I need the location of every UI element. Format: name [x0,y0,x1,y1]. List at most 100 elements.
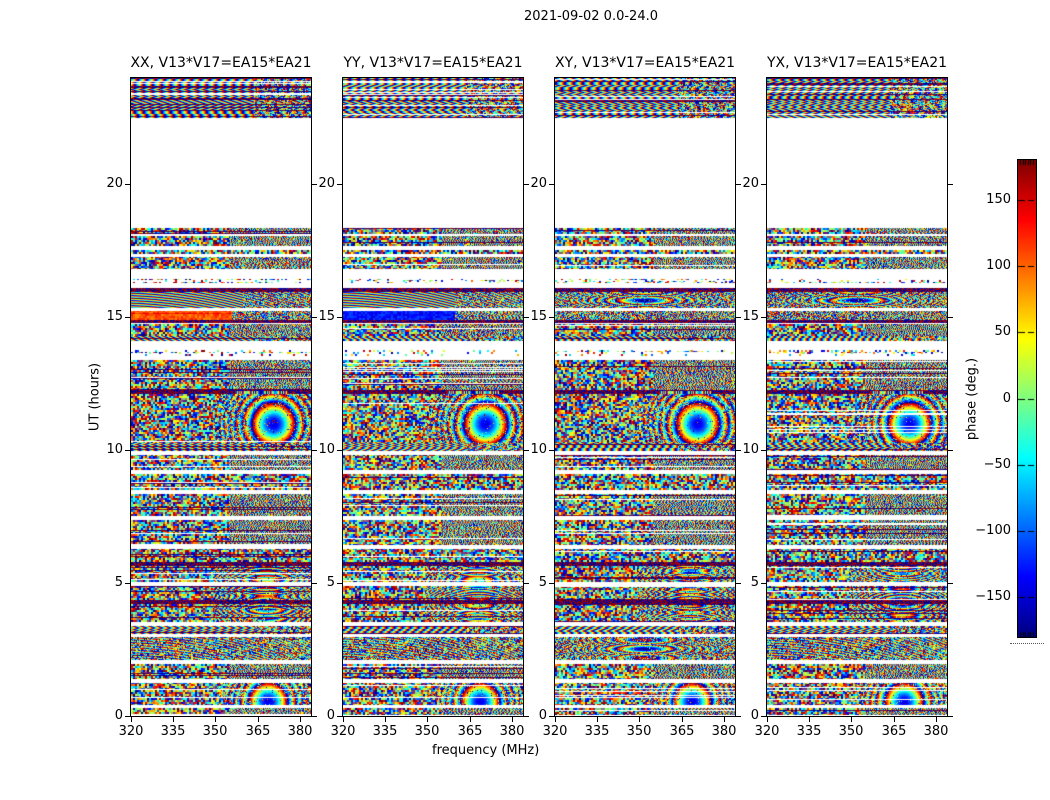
x-tick-label: 320 [542,724,568,739]
y-tick-mark [736,317,741,318]
y-tick-mark [337,450,342,451]
x-tick-mark [512,717,513,722]
y-tick-mark [524,450,529,451]
x-tick-mark [385,717,386,722]
y-tick-label: 10 [742,442,759,457]
y-tick-mark [761,184,766,185]
y-tick-label: 5 [326,575,335,590]
x-tick-label: 335 [160,724,186,739]
y-tick-label: 0 [538,708,547,723]
y-tick-label: 15 [742,309,759,324]
x-tick-mark [724,717,725,722]
y-tick-mark [736,583,741,584]
y-tick-mark [736,450,741,451]
y-tick-label: 20 [106,176,123,191]
y-tick-mark [948,716,953,717]
colorbar-tick-label: −50 [983,457,1011,472]
y-tick-mark [524,583,529,584]
panel-title: YY, V13*V17=EA15*EA21 [343,55,523,71]
y-tick-mark [948,317,953,318]
y-tick-mark [549,317,554,318]
x-tick-label: 350 [626,724,652,739]
y-tick-mark [312,317,317,318]
y-tick-mark [761,716,766,717]
x-tick-label: 350 [202,724,228,739]
heatmap-canvas-yx [767,78,947,716]
x-tick-label: 365 [457,724,483,739]
y-tick-mark [337,317,342,318]
y-tick-label: 5 [750,575,759,590]
x-tick-label: 380 [499,724,525,739]
y-tick-mark [549,583,554,584]
y-tick-mark [549,450,554,451]
colorbar-tick-label: −150 [975,589,1011,604]
y-tick-label: 5 [538,575,547,590]
x-tick-label: 320 [118,724,144,739]
y-tick-mark [337,716,342,717]
y-tick-mark [736,184,741,185]
y-tick-mark [125,716,130,717]
x-tick-label: 320 [754,724,780,739]
y-tick-label: 10 [318,442,335,457]
x-tick-label: 335 [584,724,610,739]
y-tick-mark [761,450,766,451]
x-axis-label: frequency (MHz) [432,743,540,758]
x-tick-mark [131,717,132,722]
y-tick-mark [524,184,529,185]
colorbar-tick-label: 0 [1002,391,1011,406]
colorbar-tick-label: 50 [994,324,1011,339]
figure-title: 2021-09-02 0.0-24.0 [524,9,658,24]
x-tick-mark [343,717,344,722]
y-tick-mark [312,583,317,584]
x-tick-label: 365 [881,724,907,739]
x-tick-mark [597,717,598,722]
y-tick-mark [948,184,953,185]
y-axis-label: UT (hours) [87,362,103,432]
y-tick-mark [948,583,953,584]
y-tick-label: 10 [530,442,547,457]
x-tick-label: 350 [414,724,440,739]
figure-title-row: 2021-09-02 0.0-24.0 [131,9,1050,25]
y-tick-label: 15 [106,309,123,324]
y-tick-label: 20 [530,176,547,191]
x-tick-mark [215,717,216,722]
x-tick-label: 335 [796,724,822,739]
x-tick-mark [173,717,174,722]
x-tick-mark [470,717,471,722]
y-tick-mark [549,184,554,185]
x-tick-label: 365 [669,724,695,739]
y-tick-mark [337,583,342,584]
x-tick-label: 335 [372,724,398,739]
y-tick-mark [524,317,529,318]
x-tick-mark [894,717,895,722]
x-tick-mark [767,717,768,722]
colorbar-frame [1017,159,1037,638]
y-tick-label: 15 [530,309,547,324]
y-tick-mark [312,716,317,717]
panel-frame [130,77,312,717]
x-tick-label: 365 [245,724,271,739]
x-tick-mark [258,717,259,722]
y-tick-mark [524,716,529,717]
panel-title: YX, V13*V17=EA15*EA21 [766,55,948,71]
y-tick-mark [125,583,130,584]
y-tick-label: 5 [114,575,123,590]
x-tick-mark [555,717,556,722]
x-tick-label: 350 [838,724,864,739]
colorbar-canvas [1018,160,1036,637]
heatmap-canvas-xy [555,78,735,716]
x-tick-mark [851,717,852,722]
y-tick-label: 15 [318,309,335,324]
y-tick-label: 0 [326,708,335,723]
panel-frame [554,77,736,717]
y-tick-mark [125,317,130,318]
x-tick-label: 380 [711,724,737,739]
y-tick-mark [549,716,554,717]
panel-title: XX, V13*V17=EA15*EA21 [130,55,312,71]
x-tick-mark [300,717,301,722]
colorbar-tick-label: 150 [986,192,1011,207]
x-tick-label: 380 [923,724,949,739]
y-tick-mark [125,184,130,185]
y-tick-mark [125,450,130,451]
